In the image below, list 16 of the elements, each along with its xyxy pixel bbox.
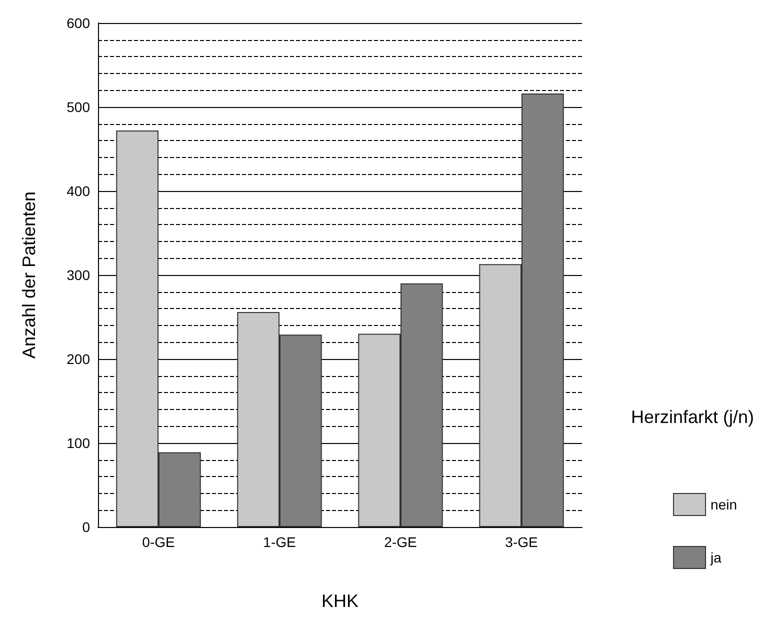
y-tick-label: 100: [66, 435, 90, 451]
y-tick-label: 300: [66, 267, 90, 283]
y-tick-label: 0: [82, 519, 90, 535]
x-tick-label: 1-GE: [263, 534, 296, 550]
y-tick-label: 200: [66, 351, 90, 367]
y-tick-label: 400: [66, 183, 90, 199]
y-axis-title: Anzahl der Patienten: [19, 191, 39, 359]
legend-label: ja: [710, 550, 722, 566]
x-axis-title: KHK: [321, 591, 359, 611]
legend-title: Herzinfarkt (j/n): [630, 407, 754, 427]
x-tick-label: 3-GE: [505, 534, 538, 550]
x-tick-label: 2-GE: [384, 534, 417, 550]
y-tick-label: 500: [66, 99, 90, 115]
x-tick-label: 0-GE: [142, 534, 175, 550]
legend-label: nein: [710, 496, 737, 512]
y-tick-label: 600: [66, 15, 90, 31]
